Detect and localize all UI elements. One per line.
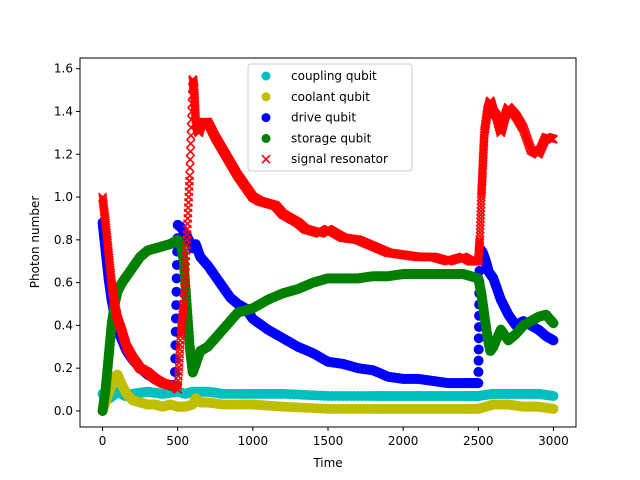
data-point [473,378,484,389]
x-tick-label: 500 [166,434,189,448]
data-point [476,199,486,209]
y-tick-label: 1.4 [54,104,73,118]
data-point [548,390,559,401]
data-point [548,134,559,144]
y-axis: 0.0 0.2 0.4 0.6 0.8 1.0 1.2 1.4 1.6 [54,62,80,418]
data-point [185,147,196,157]
legend-marker [261,71,271,81]
data-point [473,333,484,344]
x-axis: 0 500 1000 1500 2000 2500 3000 [99,427,569,448]
x-axis-label: Time [312,456,342,470]
data-point [475,220,485,231]
x-tick-label: 1500 [313,434,344,448]
data-point [185,171,195,181]
y-tick-label: 0.6 [54,276,73,290]
x-tick-label: 2500 [463,434,494,448]
legend-marker [261,133,271,143]
data-point [475,213,486,224]
y-tick-label: 0.0 [54,404,73,418]
x-tick-label: 3000 [538,434,569,448]
legend-label: signal resonator [291,152,388,166]
series-signal-resonator [97,74,559,395]
y-tick-label: 1.0 [54,190,73,204]
y-tick-label: 0.4 [54,318,73,332]
y-tick-label: 1.2 [54,147,73,161]
legend-label: drive qubit [291,111,356,125]
data-point [475,224,485,234]
x-tick-label: 0 [99,434,107,448]
y-tick-label: 0.8 [54,233,73,247]
data-point [473,366,484,377]
data-point [185,155,195,165]
data-point [474,238,485,248]
legend-marker [261,92,271,102]
data-point [171,273,182,284]
data-point [185,163,195,173]
legend: coupling qubit coolant qubit drive qubit st… [247,63,413,172]
data-point [476,203,486,213]
legend-box [247,63,413,172]
data-point [475,228,485,238]
data-point [475,217,485,227]
y-tick-label: 0.2 [54,361,73,375]
data-point [186,138,196,149]
data-point [548,318,559,329]
y-tick-label: 1.6 [54,62,73,76]
data-point [171,286,182,297]
data-point [476,206,486,216]
series-storage-qubit [97,234,559,416]
legend-label: coupling qubit [291,69,377,83]
legend-label: storage qubit [291,131,372,145]
data-point [475,235,485,245]
x-tick-label: 1000 [238,434,269,448]
series-coolant-qubit [97,369,559,416]
data-point [473,344,484,355]
legend-marker [261,154,271,164]
data-point [548,403,559,414]
data-point [473,355,484,366]
data-point [171,300,182,311]
plot-marks [97,74,559,416]
legend-label: coolant qubit [291,90,370,104]
data-point [476,210,486,220]
x-tick-label: 2000 [388,434,419,448]
data-point [475,231,485,241]
data-point [178,302,189,312]
y-axis-label: Photon number [28,196,42,289]
legend-marker [261,113,271,123]
data-point [548,335,559,346]
